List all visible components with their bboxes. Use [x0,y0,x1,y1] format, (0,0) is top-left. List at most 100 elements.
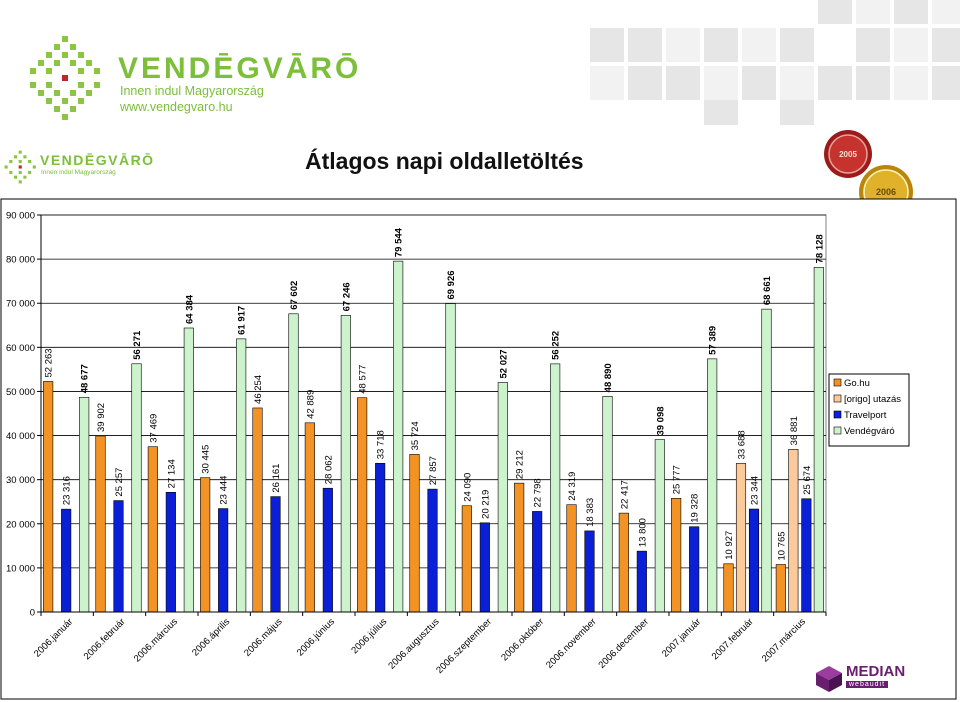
data-label-2-8: 20 219 [480,490,491,519]
legend: Go.hu [origo] utazás Travelport Vendégváró [828,373,910,447]
data-label-2-4: 26 161 [271,464,282,493]
median-name: MEDIAN [846,663,906,680]
legend-label: Vendégváró [844,426,895,437]
data-label-3-8: 52 027 [498,349,509,378]
bar-3-8 [497,382,508,613]
medal-2005-icon: 2005 [824,130,872,178]
data-label-1-14: 36 881 [789,416,800,445]
bar-0-5 [304,422,315,613]
bar-3-3 [236,338,247,613]
bar-0-13 [723,563,734,613]
bar-2-12 [689,526,700,613]
legend-swatch [833,394,842,403]
bar-0-11 [618,512,629,613]
bar-2-14 [801,498,812,613]
medal-2006-year: 2006 [876,187,896,197]
bar-chart: 0 10 000 20 000 30 000 40 000 50 000 60 000 70 … [0,198,957,700]
data-label-3-4: 67 602 [289,281,300,310]
y-tick-label: 90 000 [6,211,35,222]
bar-1-13 [735,463,747,613]
bar-3-7 [445,303,456,613]
data-label-3-7: 69 926 [446,270,457,299]
y-tick-label: 0 [30,608,35,619]
bar-3-5 [340,315,351,613]
legend-label: Go.hu [844,378,870,389]
bar-2-2 [165,492,176,613]
data-label-0-1: 39 902 [96,403,107,432]
logo-small-tagline: Innen indul Magyarország [41,169,116,176]
data-label-2-2: 27 134 [166,459,177,488]
legend-swatch [833,378,842,387]
bar-3-14 [813,267,824,613]
median-cube-icon [816,666,842,692]
bar-0-2 [147,446,158,613]
y-tick-label: 20 000 [6,519,35,530]
legend-box [828,373,910,447]
bar-2-13 [748,508,760,613]
data-label-2-13: 23 344 [750,476,761,505]
data-label-0-12: 25 777 [672,465,683,494]
bar-0-10 [566,504,577,613]
legend-swatch [833,410,842,419]
legend-swatch [833,426,842,435]
bar-1-14 [788,449,799,613]
data-label-2-5: 28 062 [323,455,334,484]
medal-2005-year: 2005 [839,150,857,159]
logo-small-brand-name: VENDĒGVĀRŌ [40,152,155,168]
vendegvaro-emblem-small-icon [4,150,36,184]
bar-2-4 [270,496,281,613]
data-label-3-9: 56 252 [551,331,562,360]
data-label-2-0: 23 316 [62,476,73,505]
data-label-0-4: 46 254 [253,375,264,404]
data-label-0-5: 42 889 [305,390,316,419]
data-label-2-10: 18 383 [585,498,596,527]
bar-2-7 [427,488,438,613]
decorative-squares [590,0,960,125]
data-label-3-10: 48 890 [603,363,614,392]
y-tick-label: 50 000 [6,387,35,398]
legend-label: Travelport [844,410,887,421]
bar-3-13 [761,308,772,613]
data-label-3-6: 79 544 [394,227,405,257]
data-label-2-14: 25 674 [802,466,813,495]
data-label-2-12: 19 328 [690,494,701,523]
y-tick-label: 70 000 [6,299,35,310]
data-label-2-3: 23 444 [219,476,230,505]
logo-tagline: Innen indul Magyarország [120,84,264,98]
bar-0-8 [461,505,472,613]
data-label-2-7: 27 857 [428,456,439,485]
data-label-0-8: 24 090 [462,473,473,502]
y-tick-label: 30 000 [6,475,35,486]
y-axis: 0 10 000 20 000 30 000 40 000 50 000 60 000 70 … [6,211,42,619]
data-label-0-6: 48 577 [358,365,369,394]
bar-0-1 [95,435,106,613]
data-label-0-0: 52 263 [44,348,55,377]
bar-2-11 [636,550,647,613]
y-tick-label: 10 000 [6,563,35,574]
data-label-0-3: 30 445 [201,445,212,474]
bar-0-0 [43,381,54,613]
vendegvaro-emblem-icon [30,36,100,120]
data-label-3-13: 68 661 [762,275,773,305]
data-label-3-3: 61 917 [237,306,248,335]
bar-3-6 [393,260,404,613]
data-label-0-2: 37 469 [148,414,159,443]
bar-3-12 [707,358,718,613]
data-label-0-13: 10 927 [724,531,735,560]
median-logo: MEDIAN webaudit [812,660,912,698]
data-label-3-2: 64 384 [184,294,195,324]
logo-url: www.vendegvaro.hu [120,100,233,114]
bar-0-3 [200,477,211,613]
data-label-0-9: 29 212 [515,450,526,479]
data-label-2-6: 33 718 [376,430,387,459]
bar-0-9 [514,482,525,613]
bar-2-0 [61,508,72,613]
data-label-2-1: 25 257 [114,468,125,497]
logo-brand-name: VENDĒGVĀRŌ [118,52,362,85]
y-tick-label: 80 000 [6,255,35,266]
median-sub: webaudit [846,681,889,688]
bar-0-6 [357,397,368,613]
bar-3-2 [183,327,194,613]
data-label-2-9: 22 798 [533,478,544,507]
vendegvaro-logo-small: VENDĒGVĀRŌ Innen indul Magyarország [2,146,172,190]
